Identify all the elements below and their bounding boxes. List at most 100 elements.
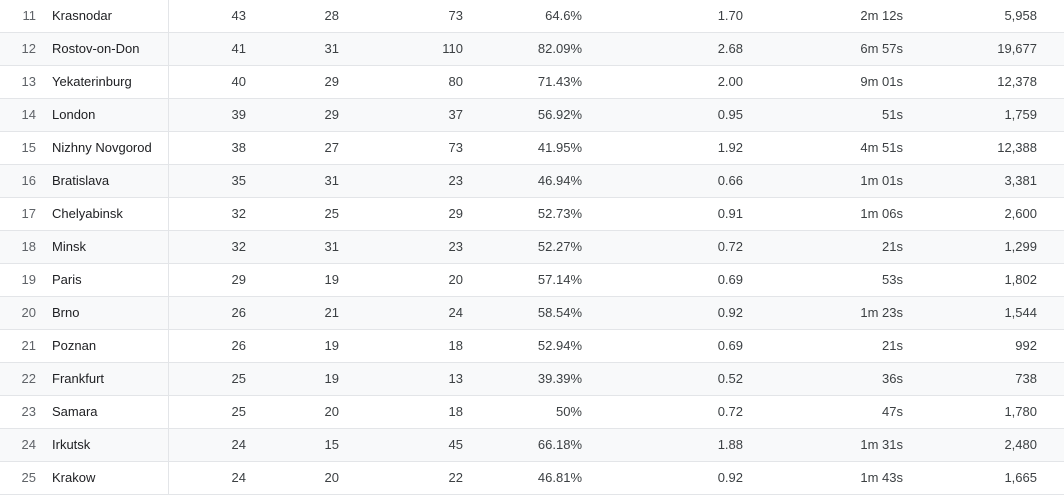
column-divider xyxy=(168,429,169,461)
column-divider xyxy=(168,462,169,494)
pages-per-session-value: 0.66 xyxy=(717,173,743,188)
column-divider xyxy=(168,66,169,98)
city-name[interactable]: Brno xyxy=(52,305,80,320)
bounce-rate-value: 66.18% xyxy=(537,437,582,452)
city-name[interactable]: Krasnodar xyxy=(52,8,112,23)
pageviews-value: 738 xyxy=(1015,371,1037,386)
users-value: 41 xyxy=(231,41,246,56)
city-name[interactable]: Frankfurt xyxy=(52,371,105,386)
pageviews-value: 1,780 xyxy=(1004,404,1037,419)
pages-per-session-value: 0.52 xyxy=(717,371,743,386)
table-row[interactable]: 12 Rostov-on-Don 41 31 110 82.09% 2.68 6m 57s 19… xyxy=(0,33,1064,66)
row-rank: 15 xyxy=(21,140,36,155)
avg-session-duration-value: 1m 23s xyxy=(860,305,903,320)
sessions-value: 18 xyxy=(448,404,463,419)
new-users-value: 19 xyxy=(324,272,339,287)
table-row[interactable]: 15 Nizhny Novgorod 38 27 73 41.95% 1.92 4m 51s 1… xyxy=(0,132,1064,165)
table-row[interactable]: 16 Bratislava 35 31 23 46.94% 0.66 1m 01s 3,381 xyxy=(0,165,1064,198)
row-rank: 21 xyxy=(21,338,36,353)
city-name[interactable]: Krakow xyxy=(52,470,96,485)
table-row[interactable]: 21 Poznan 26 19 18 52.94% 0.69 21s 992 xyxy=(0,330,1064,363)
city-name[interactable]: Yekaterinburg xyxy=(52,74,132,89)
column-divider xyxy=(168,330,169,362)
pageviews-value: 992 xyxy=(1015,338,1037,353)
pages-per-session-value: 0.92 xyxy=(717,305,743,320)
column-divider xyxy=(168,396,169,428)
table-row[interactable]: 19 Paris 29 19 20 57.14% 0.69 53s 1,802 xyxy=(0,264,1064,297)
users-value: 24 xyxy=(231,437,246,452)
sessions-value: 29 xyxy=(448,206,463,221)
pages-per-session-value: 0.72 xyxy=(717,404,743,419)
row-rank: 23 xyxy=(21,404,36,419)
column-divider xyxy=(168,198,169,230)
city-name[interactable]: Bratislava xyxy=(52,173,110,188)
avg-session-duration-value: 1m 31s xyxy=(860,437,903,452)
pageviews-value: 1,544 xyxy=(1004,305,1037,320)
bounce-rate-value: 39.39% xyxy=(537,371,582,386)
new-users-value: 21 xyxy=(324,305,339,320)
table-row[interactable]: 25 Krakow 24 20 22 46.81% 0.92 1m 43s 1,665 xyxy=(0,462,1064,495)
users-value: 32 xyxy=(231,206,246,221)
table-row[interactable]: 20 Brno 26 21 24 58.54% 0.92 1m 23s 1,544 xyxy=(0,297,1064,330)
table-row[interactable]: 17 Chelyabinsk 32 25 29 52.73% 0.91 1m 06s 2,600 xyxy=(0,198,1064,231)
row-rank: 24 xyxy=(21,437,36,452)
new-users-value: 19 xyxy=(324,371,339,386)
city-name[interactable]: Rostov-on-Don xyxy=(52,41,140,56)
new-users-value: 25 xyxy=(324,206,339,221)
new-users-value: 28 xyxy=(324,8,339,23)
pages-per-session-value: 0.72 xyxy=(717,239,743,254)
pages-per-session-value: 2.00 xyxy=(717,74,743,89)
users-value: 24 xyxy=(231,470,246,485)
bounce-rate-value: 64.6% xyxy=(545,8,582,23)
row-rank: 17 xyxy=(21,206,36,221)
avg-session-duration-value: 21s xyxy=(882,338,903,353)
city-name[interactable]: Irkutsk xyxy=(52,437,91,452)
avg-session-duration-value: 21s xyxy=(882,239,903,254)
pages-per-session-value: 0.69 xyxy=(717,272,743,287)
pageviews-value: 12,388 xyxy=(997,140,1037,155)
city-name[interactable]: Samara xyxy=(52,404,98,419)
avg-session-duration-value: 36s xyxy=(882,371,903,386)
city-name[interactable]: Nizhny Novgorod xyxy=(52,140,152,155)
row-rank: 16 xyxy=(21,173,36,188)
avg-session-duration-value: 6m 57s xyxy=(860,41,903,56)
table-row[interactable]: 11 Krasnodar 43 28 73 64.6% 1.70 2m 12s 5,958 xyxy=(0,0,1064,33)
column-divider xyxy=(168,297,169,329)
city-name[interactable]: London xyxy=(52,107,96,122)
city-name[interactable]: Poznan xyxy=(52,338,97,353)
bounce-rate-value: 57.14% xyxy=(537,272,582,287)
row-rank: 12 xyxy=(21,41,36,56)
table-row[interactable]: 23 Samara 25 20 18 50% 0.72 47s 1,780 xyxy=(0,396,1064,429)
table-row[interactable]: 22 Frankfurt 25 19 13 39.39% 0.52 36s 738 xyxy=(0,363,1064,396)
pageviews-value: 3,381 xyxy=(1004,173,1037,188)
pages-per-session-value: 1.92 xyxy=(717,140,743,155)
users-value: 39 xyxy=(231,107,246,122)
new-users-value: 29 xyxy=(324,74,339,89)
new-users-value: 27 xyxy=(324,140,339,155)
new-users-value: 15 xyxy=(324,437,339,452)
sessions-value: 73 xyxy=(448,140,463,155)
sessions-value: 23 xyxy=(448,173,463,188)
users-value: 26 xyxy=(231,305,246,320)
table-row[interactable]: 18 Minsk 32 31 23 52.27% 0.72 21s 1,299 xyxy=(0,231,1064,264)
row-rank: 22 xyxy=(21,371,36,386)
table-row[interactable]: 13 Yekaterinburg 40 29 80 71.43% 2.00 9m 01s 12,… xyxy=(0,66,1064,99)
bounce-rate-value: 41.95% xyxy=(537,140,582,155)
table-row[interactable]: 24 Irkutsk 24 15 45 66.18% 1.88 1m 31s 2,480 xyxy=(0,429,1064,462)
column-divider xyxy=(168,0,169,32)
pageviews-value: 1,299 xyxy=(1004,239,1037,254)
column-divider xyxy=(168,132,169,164)
pages-per-session-value: 1.70 xyxy=(717,8,743,23)
row-rank: 11 xyxy=(22,8,37,23)
city-name[interactable]: Minsk xyxy=(52,239,86,254)
pages-per-session-value: 1.88 xyxy=(717,437,743,452)
table-row[interactable]: 14 London 39 29 37 56.92% 0.95 51s 1,759 xyxy=(0,99,1064,132)
row-rank: 14 xyxy=(21,107,36,122)
sessions-value: 45 xyxy=(448,437,463,452)
city-name[interactable]: Chelyabinsk xyxy=(52,206,123,221)
sessions-value: 80 xyxy=(448,74,463,89)
city-name[interactable]: Paris xyxy=(52,272,82,287)
avg-session-duration-value: 4m 51s xyxy=(860,140,903,155)
pageviews-value: 1,802 xyxy=(1004,272,1037,287)
row-rank: 20 xyxy=(21,305,36,320)
